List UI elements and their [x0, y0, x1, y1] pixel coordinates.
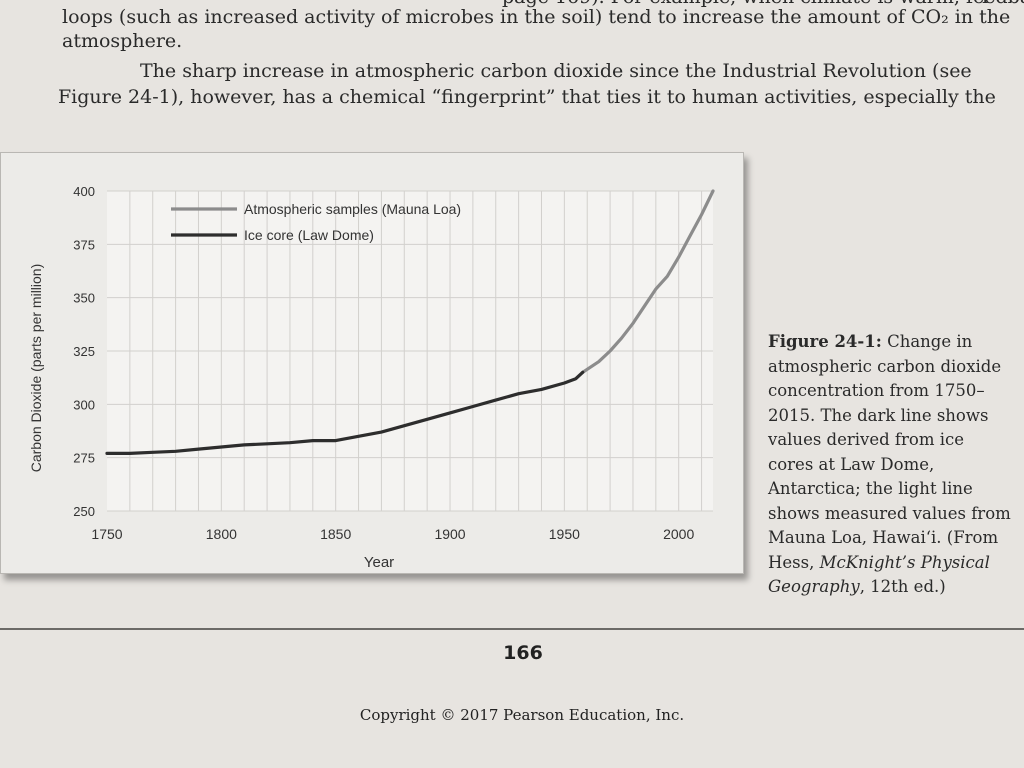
- y-tick-label: 300: [73, 397, 95, 412]
- y-axis-label: Carbon Dioxide (parts per million): [28, 264, 44, 473]
- x-tick-label: 1950: [549, 526, 580, 542]
- legend-label: Atmospheric samples (Mauna Loa): [244, 201, 461, 217]
- x-tick-label: 1850: [320, 526, 351, 542]
- copyright-notice: Copyright © 2017 Pearson Education, Inc.: [359, 706, 685, 724]
- x-tick-label: 1900: [434, 526, 465, 542]
- body-text-line: loops (such as increased activity of mic…: [62, 6, 1011, 28]
- body-text-top-fragment: page 169). For example, when climate is …: [502, 0, 1024, 10]
- x-axis-label: Year: [364, 554, 394, 571]
- chart-axes: 250 275 300 325 350 375 400 1750 1800 1850 1900 195…: [73, 184, 694, 542]
- page-rule: [0, 628, 1024, 630]
- y-tick-label: 375: [73, 237, 95, 252]
- y-tick-label: 350: [73, 291, 95, 306]
- figure-caption-source-edition: , 12th ed.): [859, 577, 946, 596]
- figure-caption-text: Change in atmospheric carbon dioxide con…: [768, 332, 1011, 572]
- chart-series: [105, 189, 715, 455]
- figure-caption: Figure 24-1: Change in atmospheric carbo…: [768, 330, 1013, 600]
- y-tick-label: 250: [73, 504, 95, 519]
- chart-grid: [107, 190, 713, 512]
- page-number: 166: [503, 642, 543, 664]
- y-tick-label: 400: [73, 184, 95, 199]
- y-tick-label: 275: [73, 451, 95, 466]
- body-text-top-right-fragment: atmosphere: [924, 0, 1024, 6]
- x-tick-label: 2000: [663, 526, 694, 542]
- co2-chart: 250 275 300 325 350 375 400 1750 1800 1850 1900 195…: [0, 152, 744, 574]
- chart-legend: Atmospheric samples (Mauna Loa) Ice core …: [171, 201, 461, 243]
- x-tick-label: 1750: [91, 526, 122, 542]
- body-text-line: Figure 24-1), however, has a chemical “f…: [58, 86, 996, 108]
- legend-label: Ice core (Law Dome): [244, 227, 374, 243]
- body-text-line: atmosphere.: [62, 30, 183, 52]
- y-tick-label: 325: [73, 344, 95, 359]
- body-text-line: The sharp increase in atmospheric carbon…: [140, 60, 972, 82]
- figure-caption-source-title: McKnight’s Physical Geography: [768, 552, 990, 597]
- x-tick-label: 1800: [206, 526, 237, 542]
- series-line-law-dome: [105, 370, 585, 455]
- co2-chart-svg: 250 275 300 325 350 375 400 1750 1800 1850 1900 195…: [28, 184, 715, 571]
- series-line-mauna-loa: [581, 189, 715, 374]
- figure-caption-label: Figure 24-1:: [768, 332, 882, 351]
